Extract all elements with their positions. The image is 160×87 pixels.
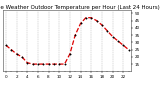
Title: Milwaukee Weather Outdoor Temperature per Hour (Last 24 Hours): Milwaukee Weather Outdoor Temperature pe… bbox=[0, 5, 160, 10]
